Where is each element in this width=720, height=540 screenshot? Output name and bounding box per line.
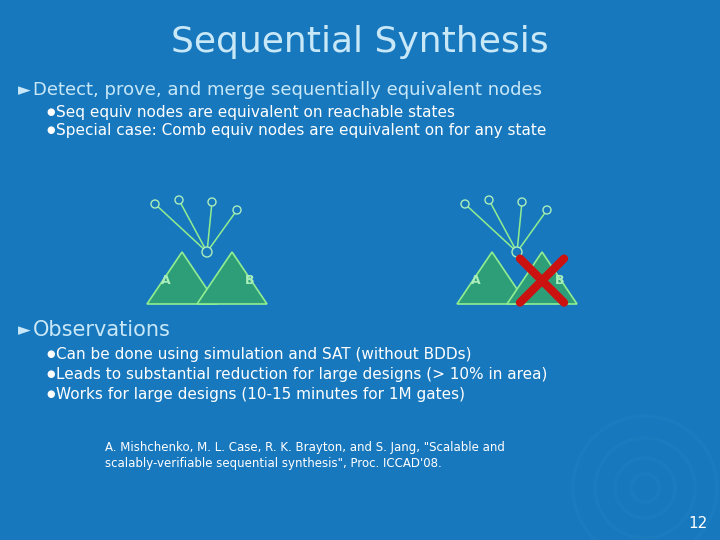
Polygon shape <box>197 252 267 304</box>
Text: ●: ● <box>46 389 55 399</box>
Text: B: B <box>246 273 255 287</box>
Text: 12: 12 <box>688 516 708 531</box>
Text: ●: ● <box>46 349 55 359</box>
Circle shape <box>518 198 526 206</box>
Text: Special case: Comb equiv nodes are equivalent on for any state: Special case: Comb equiv nodes are equiv… <box>56 123 546 138</box>
Circle shape <box>208 198 216 206</box>
Text: Detect, prove, and merge sequentially equivalent nodes: Detect, prove, and merge sequentially eq… <box>33 81 542 99</box>
Text: ●: ● <box>46 369 55 379</box>
Text: Leads to substantial reduction for large designs (> 10% in area): Leads to substantial reduction for large… <box>56 367 547 381</box>
Text: ►: ► <box>18 321 31 339</box>
Text: B: B <box>555 273 564 287</box>
Circle shape <box>202 247 212 257</box>
Circle shape <box>543 206 551 214</box>
Text: ►: ► <box>18 81 31 99</box>
Circle shape <box>512 247 522 257</box>
Circle shape <box>175 196 183 204</box>
Circle shape <box>485 196 493 204</box>
Polygon shape <box>147 252 217 304</box>
Text: ●: ● <box>46 125 55 135</box>
Text: Sequential Synthesis: Sequential Synthesis <box>171 25 549 59</box>
Text: A: A <box>471 273 481 287</box>
Text: scalably-verifiable sequential synthesis", Proc. ICCAD'08.: scalably-verifiable sequential synthesis… <box>105 457 442 470</box>
Text: Seq equiv nodes are equivalent on reachable states: Seq equiv nodes are equivalent on reacha… <box>56 105 455 119</box>
Text: Works for large designs (10-15 minutes for 1M gates): Works for large designs (10-15 minutes f… <box>56 387 465 402</box>
Text: A. Mishchenko, M. L. Case, R. K. Brayton, and S. Jang, "Scalable and: A. Mishchenko, M. L. Case, R. K. Brayton… <box>105 442 505 455</box>
Circle shape <box>151 200 159 208</box>
Polygon shape <box>507 252 577 304</box>
Circle shape <box>461 200 469 208</box>
Text: Can be done using simulation and SAT (without BDDs): Can be done using simulation and SAT (wi… <box>56 347 472 361</box>
Text: ●: ● <box>46 107 55 117</box>
Polygon shape <box>457 252 527 304</box>
Circle shape <box>233 206 241 214</box>
Text: A: A <box>161 273 171 287</box>
Text: Observations: Observations <box>33 320 171 340</box>
